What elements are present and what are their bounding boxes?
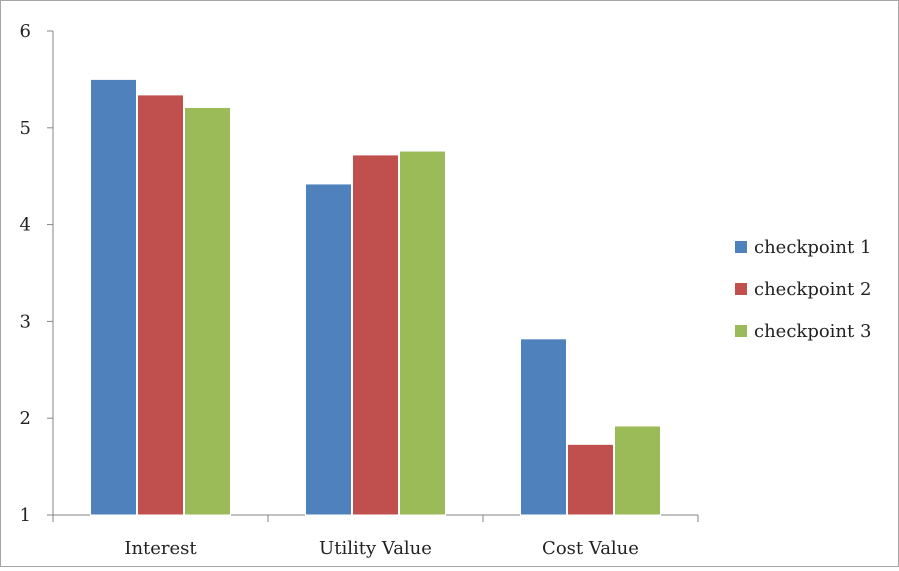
y-axis-ticks: 1 2 3 4 5 6 (20, 21, 53, 526)
x-category-label: Interest (124, 538, 197, 559)
x-axis-ticks: Interest Utility Value Cost Value (52, 515, 699, 559)
bar-checkpoint-3-interest (184, 106, 231, 516)
x-category-label: Utility Value (319, 538, 432, 559)
y-tick-label: 1 (20, 505, 31, 526)
legend-label: checkpoint 2 (754, 279, 871, 300)
bar-checkpoint-1-utility-value (305, 183, 352, 516)
bar-checkpoint-3-utility-value (399, 150, 446, 516)
legend-swatch (735, 241, 747, 253)
y-tick-label: 2 (20, 408, 31, 429)
bar-checkpoint-2-interest (137, 94, 184, 516)
legend-swatch (735, 325, 747, 337)
legend-swatch (735, 283, 747, 295)
bar-checkpoint-2-cost-value (567, 443, 614, 516)
legend-label: checkpoint 3 (754, 321, 871, 342)
bar-checkpoint-3-cost-value (614, 425, 661, 516)
x-category-label: Cost Value (542, 538, 639, 559)
legend: checkpoint 1 checkpoint 2 checkpoint 3 (735, 237, 871, 342)
bar-checkpoint-1-cost-value (520, 338, 567, 516)
y-tick-label: 5 (20, 118, 31, 139)
bar-series-group (90, 78, 661, 516)
bar-checkpoint-1-interest (90, 78, 137, 516)
y-tick-label: 4 (20, 215, 31, 236)
y-tick-label: 6 (20, 21, 31, 42)
legend-label: checkpoint 1 (754, 237, 871, 258)
bar-checkpoint-2-utility-value (352, 154, 399, 516)
y-tick-label: 3 (20, 311, 31, 332)
